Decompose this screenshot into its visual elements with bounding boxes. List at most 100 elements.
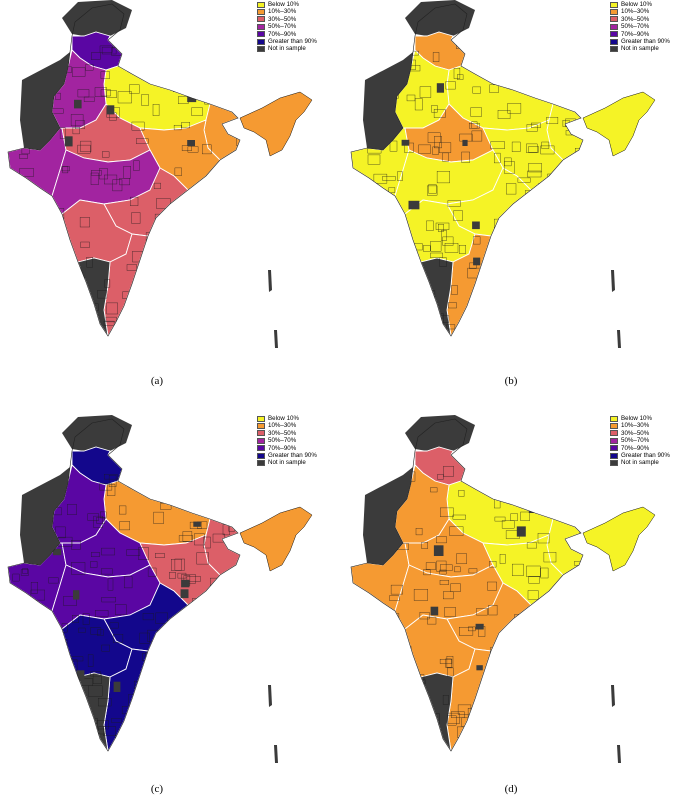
district-boundary bbox=[578, 155, 583, 164]
district-boundary bbox=[174, 167, 182, 176]
district-boundary bbox=[206, 223, 216, 235]
district-boundary bbox=[98, 726, 106, 735]
district-boundary bbox=[577, 705, 583, 718]
district-boundary bbox=[565, 460, 577, 469]
district-boundary bbox=[19, 168, 34, 177]
district-boundary bbox=[87, 513, 99, 521]
district-boundary bbox=[133, 160, 140, 171]
district-boundary bbox=[42, 456, 54, 465]
district-boundary bbox=[574, 487, 583, 492]
legend-label: 70%–90% bbox=[268, 444, 297, 452]
district-boundary bbox=[147, 567, 157, 577]
district-boundary bbox=[522, 632, 533, 644]
district-boundary bbox=[563, 591, 574, 598]
district-boundary bbox=[494, 516, 506, 522]
not-in-sample-region bbox=[405, 0, 475, 36]
district-boundary bbox=[577, 80, 583, 90]
district-boundary bbox=[548, 56, 562, 67]
district-boundary bbox=[54, 639, 68, 647]
district-boundary bbox=[388, 187, 396, 193]
district-boundary bbox=[472, 63, 480, 71]
not-in-sample-district bbox=[475, 623, 484, 630]
district-boundary bbox=[201, 219, 213, 232]
district-boundary bbox=[99, 45, 113, 53]
district-boundary bbox=[144, 310, 156, 322]
district-boundary bbox=[153, 655, 164, 664]
district-boundary bbox=[397, 171, 403, 181]
district-boundary bbox=[182, 704, 195, 714]
district-boundary bbox=[504, 712, 511, 722]
legend-item: Not in sample bbox=[610, 459, 670, 466]
district-boundary bbox=[209, 742, 218, 751]
district-boundary bbox=[82, 613, 90, 625]
district-boundary bbox=[173, 658, 188, 667]
district-boundary bbox=[237, 699, 240, 710]
district-boundary bbox=[119, 505, 127, 515]
district-boundary bbox=[187, 146, 199, 153]
district-boundary bbox=[415, 528, 423, 536]
not-in-sample-district bbox=[106, 105, 115, 115]
district-boundary bbox=[186, 576, 201, 582]
district-boundary bbox=[396, 251, 406, 264]
district-boundary bbox=[26, 289, 37, 298]
district-boundary bbox=[106, 90, 117, 98]
district-boundary bbox=[563, 188, 578, 198]
district-boundary bbox=[547, 478, 557, 489]
district-boundary bbox=[511, 141, 521, 152]
district-boundary bbox=[17, 749, 28, 751]
district-boundary bbox=[213, 590, 223, 599]
district-boundary bbox=[521, 58, 535, 70]
district-boundary bbox=[512, 563, 524, 576]
district-boundary bbox=[531, 697, 541, 705]
district-boundary bbox=[80, 725, 93, 731]
district-boundary bbox=[171, 297, 181, 309]
district-boundary bbox=[104, 474, 118, 480]
not-in-sample-district bbox=[516, 526, 526, 537]
district-boundary bbox=[545, 620, 554, 627]
district-boundary bbox=[390, 584, 403, 595]
district-boundary bbox=[526, 542, 537, 549]
legend-swatch bbox=[610, 31, 618, 38]
district-boundary bbox=[570, 258, 582, 264]
district-boundary bbox=[424, 704, 431, 710]
district-boundary bbox=[12, 242, 22, 251]
legend-label: Below 10% bbox=[621, 1, 652, 8]
district-boundary bbox=[72, 615, 79, 623]
district-boundary bbox=[507, 463, 515, 471]
district-boundary bbox=[233, 456, 240, 463]
not-in-sample-district bbox=[462, 139, 468, 146]
district-boundary bbox=[206, 236, 216, 248]
district-boundary bbox=[480, 480, 494, 492]
district-boundary bbox=[580, 663, 583, 672]
district-boundary bbox=[173, 125, 182, 131]
district-boundary bbox=[411, 287, 418, 298]
district-boundary bbox=[566, 244, 573, 254]
not-in-sample-district bbox=[190, 650, 201, 656]
district-boundary bbox=[67, 304, 78, 310]
district-boundary bbox=[468, 568, 478, 574]
district-boundary bbox=[483, 474, 496, 486]
district-boundary bbox=[394, 56, 403, 61]
legend-item: 70%–90% bbox=[610, 445, 670, 452]
district-boundary bbox=[153, 48, 166, 54]
district-boundary bbox=[550, 44, 557, 56]
district-boundary bbox=[543, 552, 557, 563]
district-boundary bbox=[28, 232, 43, 242]
district-boundary bbox=[535, 56, 548, 63]
district-boundary bbox=[46, 635, 59, 648]
district-boundary bbox=[87, 654, 94, 667]
district-boundary bbox=[138, 547, 149, 560]
district-boundary bbox=[558, 510, 572, 516]
district-boundary bbox=[489, 561, 497, 568]
district-boundary bbox=[77, 144, 91, 154]
district-boundary bbox=[489, 260, 499, 267]
district-boundary bbox=[427, 132, 441, 143]
district-boundary bbox=[501, 520, 515, 529]
not-in-sample-region bbox=[363, 467, 413, 565]
legend-item: 30%–50% bbox=[257, 430, 317, 437]
district-boundary bbox=[234, 728, 240, 739]
district-boundary bbox=[111, 718, 122, 723]
district-boundary bbox=[389, 678, 398, 688]
district-boundary bbox=[222, 186, 233, 194]
district-boundary bbox=[419, 86, 432, 98]
